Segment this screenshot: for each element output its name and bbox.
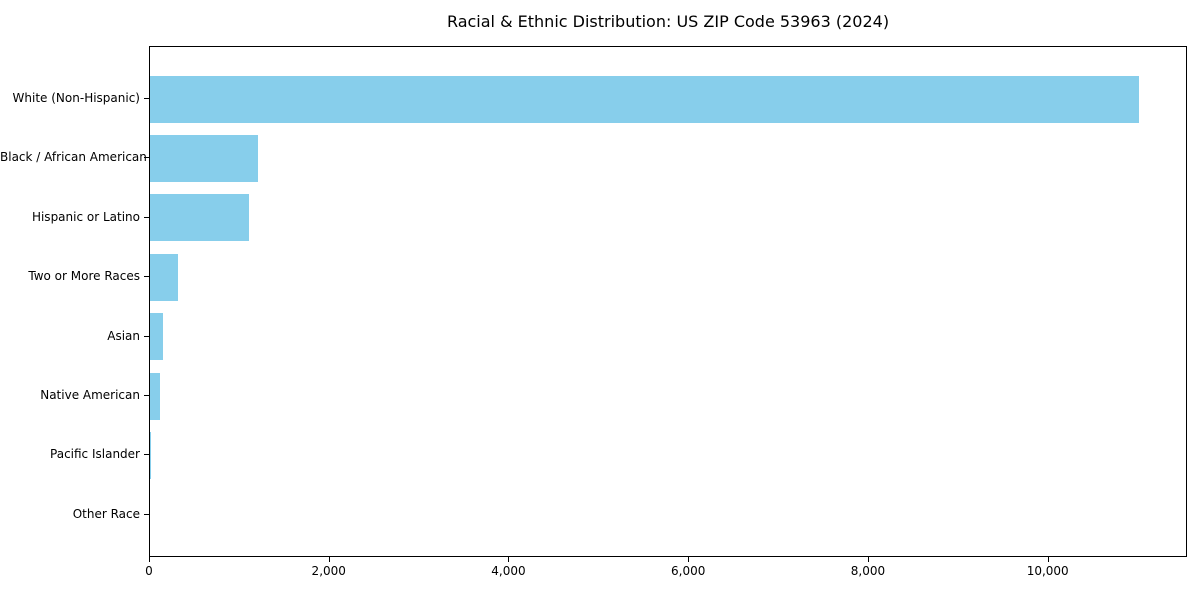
y-tick-label-native-american: Native American [40,388,140,402]
x-tick-label: 6,000 [671,564,706,578]
x-tick-mark [508,557,510,562]
bar-black-african-american [150,134,258,182]
x-tick-label: 4,000 [491,564,526,578]
y-tick-mark [144,216,149,218]
bar-native-american [150,372,161,420]
bar-pacific-islander [150,431,151,479]
x-tick-mark [328,557,330,562]
chart-title: Racial & Ethnic Distribution: US ZIP Cod… [446,12,890,31]
x-tick-label: 10,000 [1026,564,1069,578]
y-tick-mark [144,157,149,159]
y-tick-mark [144,454,149,456]
y-tick-mark [144,335,149,337]
y-tick-mark [144,276,149,278]
y-tick-mark [144,395,149,396]
x-tick-mark [688,557,690,562]
y-tick-label-asian: Asian [107,328,140,343]
y-tick-label-two-or-more-races: Two or More Races [28,269,140,284]
x-tick-label: 2,000 [311,564,346,578]
x-tick-mark [867,557,869,562]
y-tick-mark [144,98,149,99]
y-tick-label-white-non-hispanic: White (Non-Hispanic) [12,91,140,105]
bar-hispanic-or-latino [150,194,249,242]
y-tick-label-black-african-american: Black / African American [0,150,147,165]
bar-two-or-more-races [150,253,179,301]
y-tick-label-pacific-islander: Pacific Islander [50,447,140,462]
y-tick-mark [144,513,149,515]
x-tick-label: 0 [145,564,153,578]
x-tick-mark [149,557,150,562]
y-tick-label-other-race: Other Race [72,506,140,521]
bar-white-non-hispanic [150,75,1139,123]
y-tick-label-hispanic-or-latino: Hispanic or Latino [31,209,140,224]
plot-area [149,46,1187,557]
x-tick-label: 8,000 [850,564,886,578]
bar-asian [150,313,163,361]
x-tick-mark [1047,557,1049,562]
